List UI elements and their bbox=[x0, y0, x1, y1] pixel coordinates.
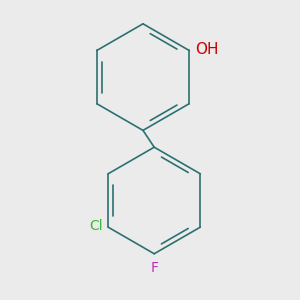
Text: OH: OH bbox=[195, 41, 218, 56]
Text: F: F bbox=[150, 261, 158, 275]
Text: Cl: Cl bbox=[89, 219, 103, 233]
